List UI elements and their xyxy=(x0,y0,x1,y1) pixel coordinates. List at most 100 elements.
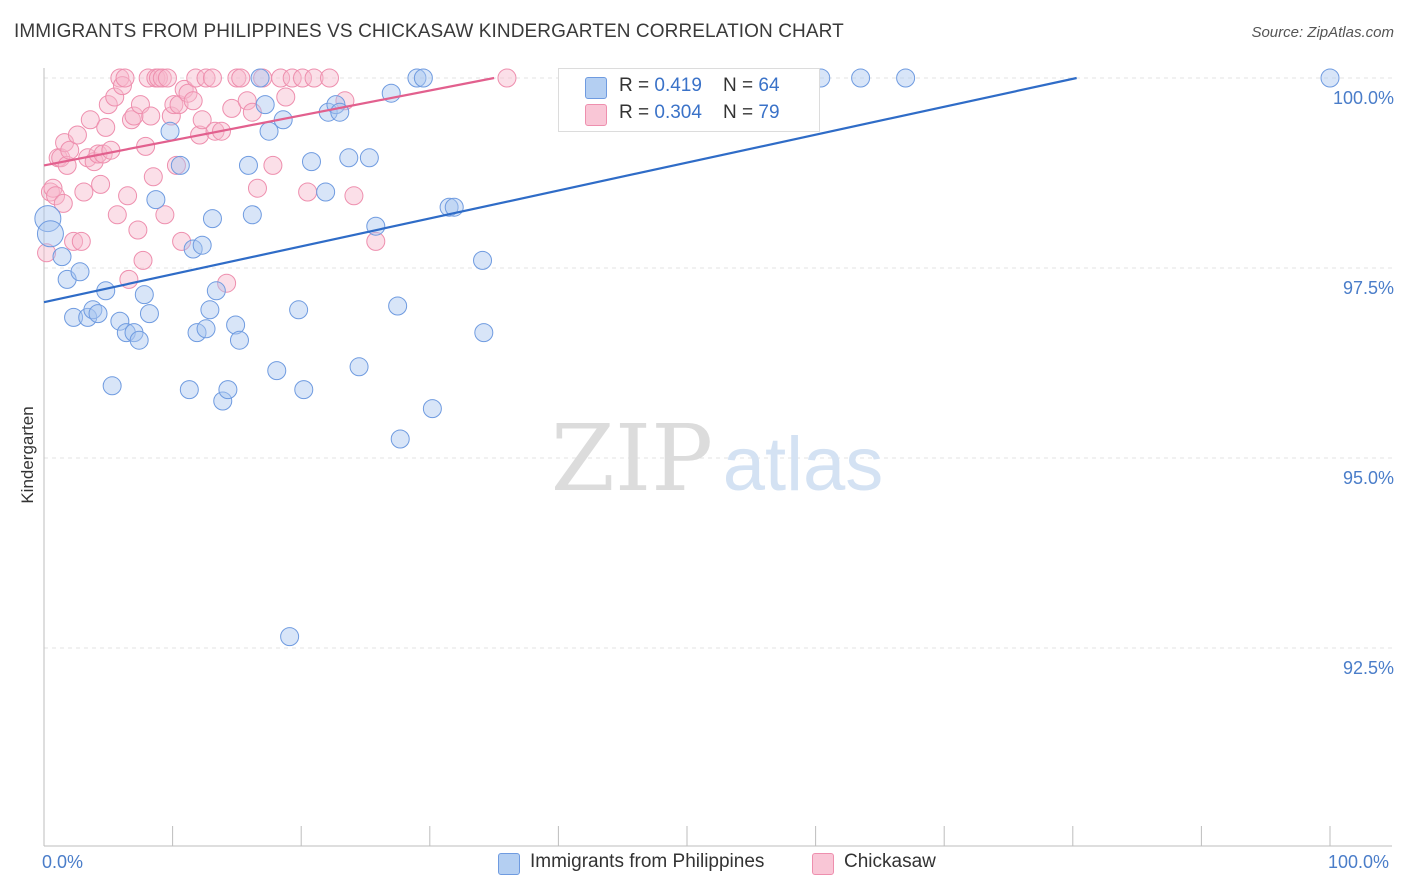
data-point-chickasaw xyxy=(164,95,184,115)
data-point-philippines xyxy=(294,380,314,400)
data-point-philippines xyxy=(83,300,103,320)
data-point-philippines xyxy=(88,304,108,324)
data-point-philippines xyxy=(242,205,262,225)
data-point-chickasaw xyxy=(74,182,94,202)
data-point-philippines xyxy=(280,627,300,647)
data-point-philippines xyxy=(202,209,222,229)
data-point-chickasaw xyxy=(183,91,203,111)
data-point-philippines xyxy=(422,399,442,419)
series-chickasaw xyxy=(37,68,517,293)
data-point-philippines xyxy=(129,330,149,350)
data-point-philippines xyxy=(390,429,410,449)
data-point-chickasaw xyxy=(196,68,216,88)
data-point-chickasaw xyxy=(91,174,111,194)
data-point-philippines xyxy=(388,296,408,316)
data-point-philippines xyxy=(206,281,226,301)
data-point-chickasaw xyxy=(43,178,63,198)
legend-r-label: R = xyxy=(619,102,655,123)
data-point-philippines xyxy=(359,148,379,168)
data-point-chickasaw xyxy=(124,106,144,126)
watermark-atlas: atlas xyxy=(723,422,884,507)
data-point-philippines xyxy=(218,380,238,400)
data-point-chickasaw xyxy=(60,140,80,160)
correlation-legend: R = 0.419 N = 64 R = 0.304 N = 79 xyxy=(558,68,820,132)
data-point-philippines xyxy=(146,190,166,210)
data-point-chickasaw xyxy=(319,68,339,88)
data-point-chickasaw xyxy=(366,231,386,251)
data-point-chickasaw xyxy=(344,186,364,206)
legend-r-value: 0.419 xyxy=(654,75,702,96)
data-point-chickasaw xyxy=(115,68,135,88)
legend-n-value: 79 xyxy=(758,102,780,123)
data-point-philippines xyxy=(349,357,369,377)
legend-label-philippines: Immigrants from Philippines xyxy=(530,851,765,872)
series-philippines xyxy=(34,68,1340,647)
data-point-chickasaw xyxy=(105,87,125,107)
trend-line-philippines xyxy=(43,76,1077,304)
data-point-chickasaw xyxy=(107,205,127,225)
y-tick-label: 100.0% xyxy=(1332,88,1394,108)
watermark-zip: ZIP xyxy=(551,405,713,512)
data-point-chickasaw xyxy=(157,68,177,88)
data-point-philippines xyxy=(439,197,459,217)
data-point-chickasaw xyxy=(110,68,130,88)
data-point-philippines xyxy=(896,68,916,88)
trend-lines xyxy=(43,76,1077,304)
data-point-chickasaw xyxy=(118,186,138,206)
legend-n-label: N = xyxy=(723,102,759,123)
data-point-chickasaw xyxy=(237,91,257,111)
data-point-philippines xyxy=(289,300,309,320)
data-point-chickasaw xyxy=(217,273,237,293)
y-tick-label: 92.5% xyxy=(1342,658,1394,678)
data-point-philippines xyxy=(407,68,427,88)
data-point-chickasaw xyxy=(133,250,153,270)
data-point-philippines xyxy=(110,311,130,331)
data-point-chickasaw xyxy=(231,68,251,88)
data-point-philippines xyxy=(36,220,64,248)
data-point-philippines xyxy=(170,155,190,175)
data-point-chickasaw xyxy=(53,193,73,213)
data-point-philippines xyxy=(134,285,154,305)
data-point-philippines xyxy=(339,148,359,168)
data-point-philippines xyxy=(179,380,199,400)
data-point-chickasaw xyxy=(172,231,192,251)
legend-swatch-pink xyxy=(812,853,834,875)
y-tick-label: 97.5% xyxy=(1342,278,1394,298)
chart-title: IMMIGRANTS FROM PHILIPPINES VS CHICKASAW… xyxy=(14,21,844,42)
data-point-chickasaw xyxy=(67,125,87,145)
data-point-philippines xyxy=(316,182,336,202)
data-point-philippines xyxy=(64,307,84,327)
legend-swatch-blue xyxy=(585,77,607,99)
legend-n-value: 64 xyxy=(758,75,780,96)
data-point-chickasaw xyxy=(304,68,324,88)
data-point-chickasaw xyxy=(152,68,172,88)
data-point-philippines xyxy=(238,155,258,175)
data-point-chickasaw xyxy=(37,243,57,263)
data-point-chickasaw xyxy=(247,178,267,198)
axes xyxy=(43,68,1392,847)
data-point-philippines xyxy=(255,95,275,115)
legend-r-label: R = xyxy=(619,75,655,96)
data-point-philippines xyxy=(226,315,246,335)
data-point-philippines xyxy=(413,68,433,88)
data-point-chickasaw xyxy=(276,87,296,107)
data-point-chickasaw xyxy=(96,117,116,137)
x-tick-label-max: 100.0% xyxy=(1328,852,1390,872)
data-point-chickasaw xyxy=(497,68,517,88)
data-point-chickasaw xyxy=(282,68,302,88)
legend-n-label: N = xyxy=(723,75,759,96)
data-point-chickasaw xyxy=(46,186,66,206)
data-point-philippines xyxy=(192,235,212,255)
data-point-chickasaw xyxy=(161,106,181,126)
data-point-philippines xyxy=(1320,68,1340,88)
data-point-philippines xyxy=(200,300,220,320)
data-point-chickasaw xyxy=(64,231,84,251)
data-point-philippines xyxy=(267,361,287,381)
data-point-philippines xyxy=(229,330,249,350)
data-point-philippines xyxy=(301,152,321,172)
data-point-chickasaw xyxy=(112,76,132,96)
data-point-chickasaw xyxy=(263,155,283,175)
data-point-chickasaw xyxy=(98,95,118,115)
data-point-chickasaw xyxy=(298,182,318,202)
